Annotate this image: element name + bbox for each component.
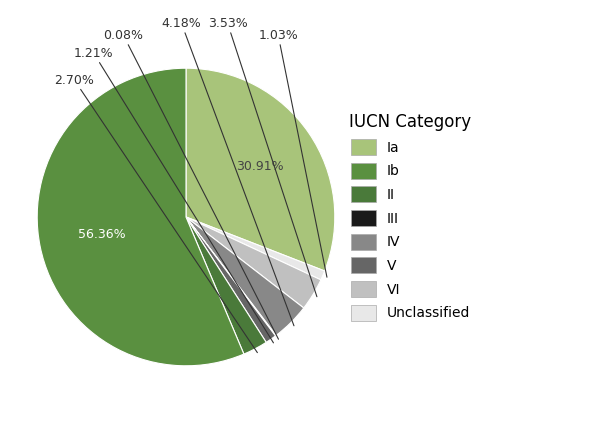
Wedge shape	[186, 68, 335, 271]
Text: 4.18%: 4.18%	[161, 17, 294, 326]
Legend: Ia, Ib, II, III, IV, V, VI, Unclassified: Ia, Ib, II, III, IV, V, VI, Unclassified	[349, 113, 472, 321]
Text: 0.08%: 0.08%	[104, 29, 278, 339]
Text: 56.36%: 56.36%	[77, 227, 125, 240]
Wedge shape	[186, 217, 266, 354]
Wedge shape	[186, 217, 304, 335]
Text: 2.70%: 2.70%	[55, 74, 257, 353]
Wedge shape	[37, 68, 244, 366]
Text: 1.03%: 1.03%	[259, 29, 327, 277]
Text: 1.21%: 1.21%	[74, 47, 274, 343]
Text: 30.91%: 30.91%	[236, 160, 284, 173]
Wedge shape	[186, 217, 325, 280]
Text: 3.53%: 3.53%	[208, 17, 317, 297]
Wedge shape	[186, 217, 276, 336]
Wedge shape	[186, 217, 321, 308]
Wedge shape	[186, 217, 275, 342]
